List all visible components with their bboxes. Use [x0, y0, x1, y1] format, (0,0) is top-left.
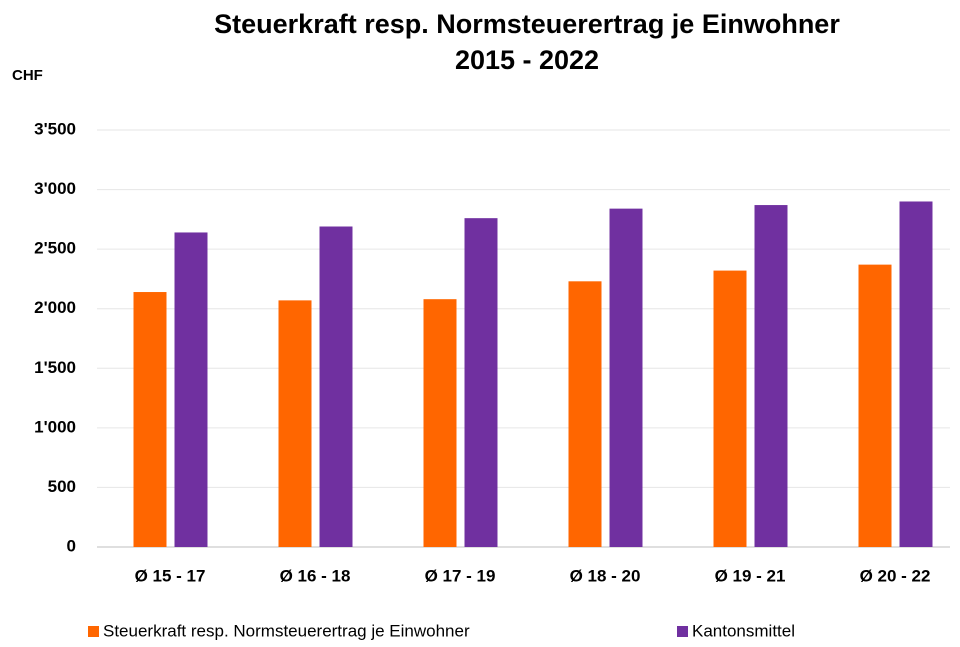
chart-subtitle: 2015 - 2022 — [455, 45, 599, 75]
y-tick-label: 1'500 — [34, 358, 76, 377]
y-tick-label: 2'000 — [34, 298, 76, 317]
x-tick-label: Ø 15 - 17 — [135, 566, 206, 585]
chart-title: Steuerkraft resp. Normsteuerertrag je Ei… — [214, 9, 840, 39]
x-tick-label: Ø 19 - 21 — [715, 566, 786, 585]
bar — [858, 264, 892, 547]
bar — [423, 299, 457, 547]
legend-swatch — [677, 626, 688, 637]
legend-swatch — [88, 626, 99, 637]
bar — [754, 205, 788, 547]
x-tick-label: Ø 18 - 20 — [570, 566, 641, 585]
x-tick-label: Ø 16 - 18 — [280, 566, 351, 585]
y-tick-label: 1'000 — [34, 417, 76, 436]
bar — [464, 218, 498, 547]
bar — [133, 292, 167, 547]
bar — [319, 226, 353, 547]
bar — [568, 281, 602, 547]
bar — [713, 270, 747, 547]
y-tick-label: 3'500 — [34, 119, 76, 138]
x-tick-label: Ø 20 - 22 — [860, 566, 931, 585]
bar — [278, 300, 312, 547]
y-tick-label: 2'500 — [34, 239, 76, 258]
bar — [609, 208, 643, 548]
y-axis-label: CHF — [12, 67, 43, 84]
y-tick-label: 3'000 — [34, 179, 76, 198]
legend-label: Kantonsmittel — [692, 621, 795, 640]
bar — [174, 232, 208, 547]
y-tick-label: 500 — [48, 477, 76, 496]
bar — [899, 201, 933, 547]
x-tick-label: Ø 17 - 19 — [425, 566, 496, 585]
legend-label: Steuerkraft resp. Normsteuerertrag je Ei… — [103, 621, 470, 640]
y-tick-label: 0 — [67, 536, 76, 555]
